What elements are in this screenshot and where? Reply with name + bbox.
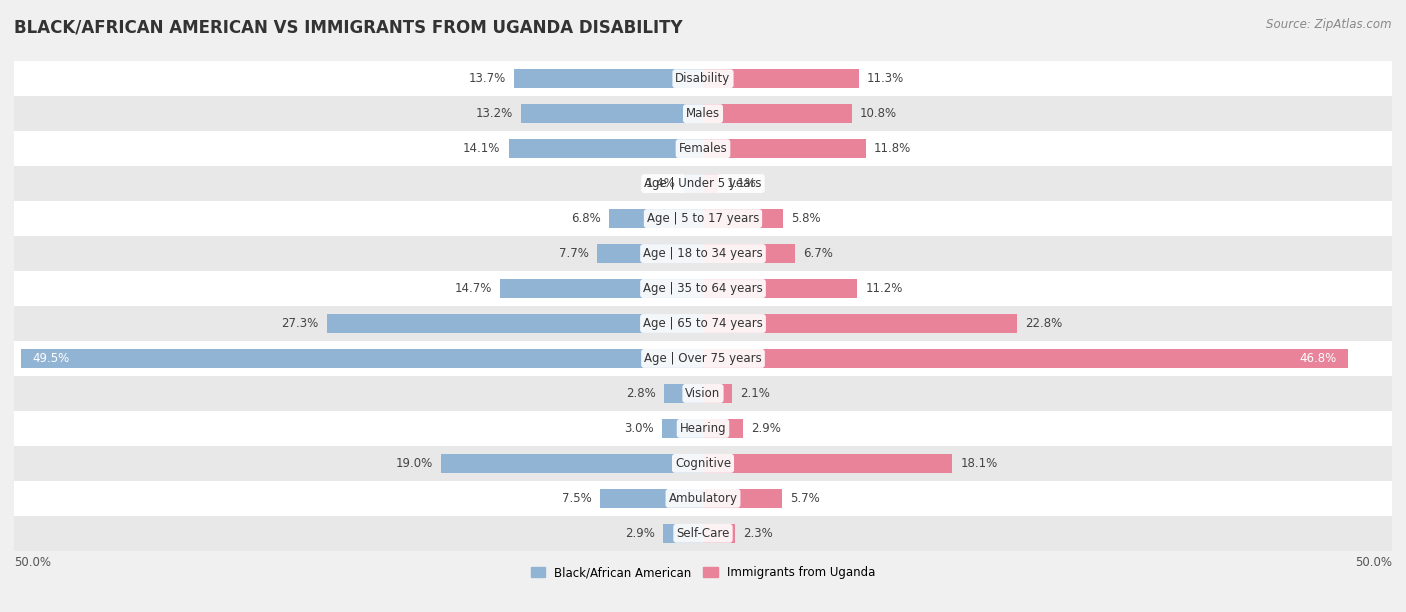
- Text: 14.7%: 14.7%: [454, 282, 492, 295]
- Bar: [609, 209, 703, 228]
- Bar: [664, 524, 703, 543]
- Text: 2.9%: 2.9%: [751, 422, 782, 435]
- Bar: [703, 209, 783, 228]
- Bar: [509, 139, 703, 159]
- Bar: [14, 306, 1392, 341]
- Text: Self-Care: Self-Care: [676, 527, 730, 540]
- Text: Age | 5 to 17 years: Age | 5 to 17 years: [647, 212, 759, 225]
- Bar: [326, 314, 703, 333]
- Bar: [703, 174, 718, 193]
- Bar: [703, 453, 952, 473]
- Bar: [21, 349, 703, 368]
- Text: 2.1%: 2.1%: [740, 387, 770, 400]
- Text: 7.5%: 7.5%: [561, 492, 592, 505]
- Bar: [14, 201, 1392, 236]
- Bar: [662, 419, 703, 438]
- Text: Source: ZipAtlas.com: Source: ZipAtlas.com: [1267, 18, 1392, 31]
- Bar: [665, 384, 703, 403]
- Text: 46.8%: 46.8%: [1299, 352, 1337, 365]
- Bar: [14, 481, 1392, 516]
- Text: 7.7%: 7.7%: [558, 247, 589, 260]
- Text: 13.7%: 13.7%: [468, 72, 506, 85]
- Bar: [703, 104, 852, 123]
- Bar: [703, 69, 859, 88]
- Bar: [14, 96, 1392, 131]
- Text: 11.2%: 11.2%: [866, 282, 903, 295]
- Bar: [703, 489, 782, 508]
- Text: Disability: Disability: [675, 72, 731, 85]
- Bar: [441, 453, 703, 473]
- Text: Ambulatory: Ambulatory: [668, 492, 738, 505]
- Bar: [14, 166, 1392, 201]
- Bar: [14, 61, 1392, 96]
- Bar: [14, 341, 1392, 376]
- Text: 11.3%: 11.3%: [868, 72, 904, 85]
- Bar: [599, 489, 703, 508]
- Legend: Black/African American, Immigrants from Uganda: Black/African American, Immigrants from …: [526, 562, 880, 584]
- Text: 2.3%: 2.3%: [742, 527, 773, 540]
- Bar: [14, 376, 1392, 411]
- Text: 18.1%: 18.1%: [960, 457, 998, 470]
- Text: Males: Males: [686, 107, 720, 120]
- Text: Hearing: Hearing: [679, 422, 727, 435]
- Text: Age | 35 to 64 years: Age | 35 to 64 years: [643, 282, 763, 295]
- Text: 1.4%: 1.4%: [645, 177, 675, 190]
- Bar: [683, 174, 703, 193]
- Text: Age | Under 5 years: Age | Under 5 years: [644, 177, 762, 190]
- Bar: [703, 349, 1348, 368]
- Bar: [14, 131, 1392, 166]
- Text: 6.7%: 6.7%: [804, 247, 834, 260]
- Text: 50.0%: 50.0%: [14, 556, 51, 569]
- Text: BLACK/AFRICAN AMERICAN VS IMMIGRANTS FROM UGANDA DISABILITY: BLACK/AFRICAN AMERICAN VS IMMIGRANTS FRO…: [14, 18, 683, 36]
- Text: 1.1%: 1.1%: [727, 177, 756, 190]
- Bar: [703, 279, 858, 298]
- Bar: [703, 419, 742, 438]
- Text: 19.0%: 19.0%: [395, 457, 433, 470]
- Text: Vision: Vision: [685, 387, 721, 400]
- Bar: [14, 516, 1392, 551]
- Text: 3.0%: 3.0%: [624, 422, 654, 435]
- Bar: [14, 236, 1392, 271]
- Text: Cognitive: Cognitive: [675, 457, 731, 470]
- Bar: [515, 69, 703, 88]
- Bar: [14, 446, 1392, 481]
- Text: Females: Females: [679, 142, 727, 155]
- Text: 14.1%: 14.1%: [463, 142, 501, 155]
- Bar: [703, 384, 733, 403]
- Bar: [522, 104, 703, 123]
- Bar: [501, 279, 703, 298]
- Text: 2.8%: 2.8%: [627, 387, 657, 400]
- Text: Age | 65 to 74 years: Age | 65 to 74 years: [643, 317, 763, 330]
- Bar: [703, 244, 796, 263]
- Bar: [703, 139, 866, 159]
- Text: 22.8%: 22.8%: [1025, 317, 1063, 330]
- Bar: [703, 314, 1017, 333]
- Text: 5.8%: 5.8%: [792, 212, 821, 225]
- Text: 2.9%: 2.9%: [624, 527, 655, 540]
- Text: 50.0%: 50.0%: [1355, 556, 1392, 569]
- Text: 11.8%: 11.8%: [875, 142, 911, 155]
- Bar: [14, 271, 1392, 306]
- Text: 13.2%: 13.2%: [475, 107, 513, 120]
- Text: 10.8%: 10.8%: [860, 107, 897, 120]
- Text: Age | 18 to 34 years: Age | 18 to 34 years: [643, 247, 763, 260]
- Bar: [14, 411, 1392, 446]
- Text: Age | Over 75 years: Age | Over 75 years: [644, 352, 762, 365]
- Bar: [703, 524, 735, 543]
- Text: 27.3%: 27.3%: [281, 317, 319, 330]
- Text: 5.7%: 5.7%: [790, 492, 820, 505]
- Text: 49.5%: 49.5%: [32, 352, 69, 365]
- Text: 6.8%: 6.8%: [571, 212, 600, 225]
- Bar: [598, 244, 703, 263]
